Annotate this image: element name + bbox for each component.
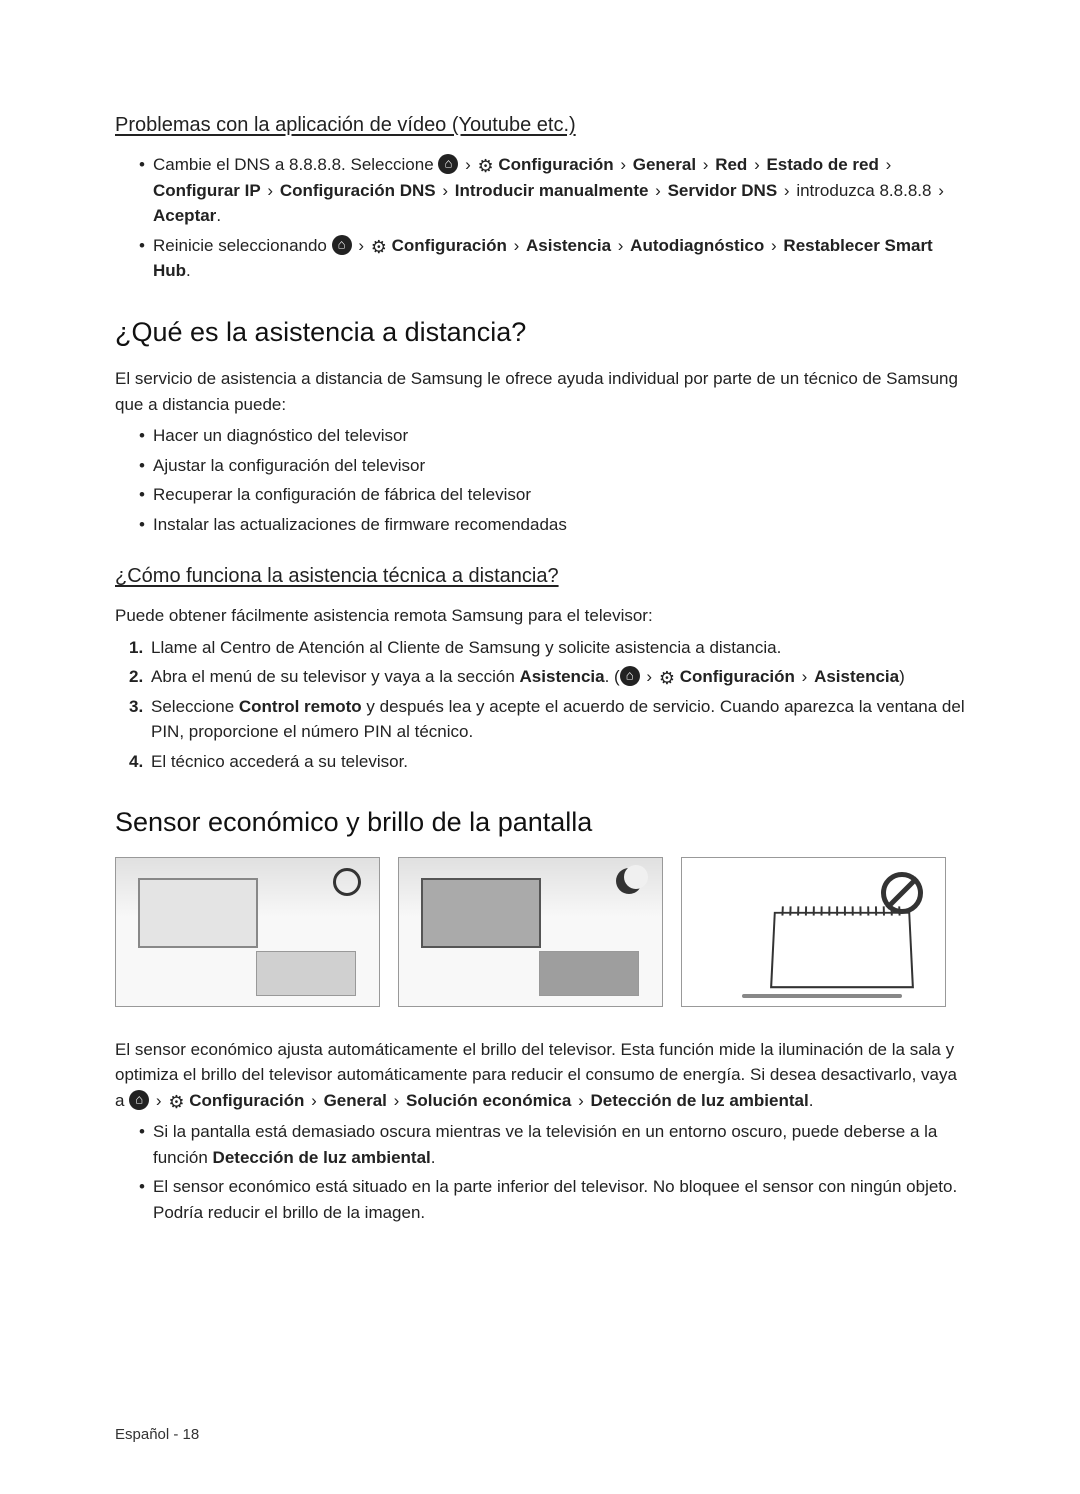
text-bold: Detección de luz ambiental	[213, 1148, 431, 1167]
text-bold: Asistencia	[520, 667, 605, 686]
path-segment: Aceptar	[153, 206, 216, 225]
step-item: El técnico accederá a su televisor.	[129, 749, 965, 775]
path-segment: Introducir manualmente	[455, 181, 649, 200]
home-icon	[332, 235, 352, 255]
figure-bright-room	[115, 857, 380, 1007]
separator: ›	[356, 236, 366, 255]
step-item: Abra el menú de su televisor y vaya a la…	[129, 664, 965, 690]
list-item: Cambie el DNS a 8.8.8.8. Seleccione › ⚙ …	[139, 152, 965, 229]
step-item: Seleccione Control remoto y después lea …	[129, 694, 965, 745]
heading-remote-assistance: ¿Qué es la asistencia a distancia?	[115, 312, 965, 353]
text: Seleccione	[151, 697, 239, 716]
separator: ›	[884, 155, 894, 174]
path-segment: Autodiagnóstico	[630, 236, 764, 255]
path-segment: Configuración	[189, 1091, 304, 1110]
paragraph: El servicio de asistencia a distancia de…	[115, 366, 965, 417]
gear-icon: ⚙	[371, 238, 387, 256]
list-eco-notes: Si la pantalla está demasiado oscura mie…	[115, 1119, 965, 1225]
separator: ›	[752, 155, 762, 174]
path-segment: Servidor DNS	[668, 181, 778, 200]
path-segment: General	[324, 1091, 387, 1110]
list-item: Si la pantalla está demasiado oscura mie…	[139, 1119, 965, 1170]
gear-icon: ⚙	[659, 669, 675, 687]
calendar-illustration	[770, 911, 914, 987]
section-remote-assistance: ¿Qué es la asistencia a distancia? El se…	[115, 312, 965, 538]
list-item: Instalar las actualizaciones de firmware…	[139, 512, 965, 538]
path-segment: Asistencia	[526, 236, 611, 255]
text: Reinicie seleccionando	[153, 236, 332, 255]
separator: ›	[800, 667, 810, 686]
separator: ›	[463, 155, 473, 174]
moon-icon	[616, 868, 642, 894]
home-icon	[620, 666, 640, 686]
list-item: Reinicie seleccionando › ⚙ Configuración…	[139, 233, 965, 284]
page-footer: Español - 18	[115, 1424, 199, 1447]
figure-dark-room	[398, 857, 663, 1007]
separator: ›	[392, 1091, 402, 1110]
list-remote-assistance: Hacer un diagnóstico del televisor Ajust…	[115, 423, 965, 537]
separator: ›	[576, 1091, 586, 1110]
pencil-illustration	[742, 994, 902, 998]
path-segment: Configuración	[680, 667, 795, 686]
sun-icon	[333, 868, 361, 896]
heading-video-problems: Problemas con la aplicación de vídeo (Yo…	[115, 110, 965, 140]
list-item: El sensor económico está situado en la p…	[139, 1174, 965, 1225]
heading-how-remote: ¿Cómo funciona la asistencia técnica a d…	[115, 561, 965, 591]
text: introduzca 8.8.8.8	[796, 181, 931, 200]
paragraph: Puede obtener fácilmente asistencia remo…	[115, 603, 965, 629]
path-segment: Asistencia	[814, 667, 899, 686]
paragraph: El sensor económico ajusta automáticamen…	[115, 1037, 965, 1114]
figure-row	[115, 857, 965, 1007]
home-icon	[438, 154, 458, 174]
list-item: Recuperar la configuración de fábrica de…	[139, 482, 965, 508]
section-how-remote-works: ¿Cómo funciona la asistencia técnica a d…	[115, 561, 965, 774]
path-segment: Estado de red	[766, 155, 878, 174]
separator: ›	[265, 181, 275, 200]
home-icon	[129, 1090, 149, 1110]
path-segment: Red	[715, 155, 747, 174]
list-item: Ajustar la configuración del televisor	[139, 453, 965, 479]
separator: ›	[782, 181, 792, 200]
figure-do-not-block	[681, 857, 946, 1007]
path-segment: Configuración	[498, 155, 613, 174]
path-segment: General	[633, 155, 696, 174]
separator: ›	[154, 1091, 164, 1110]
section-video-app-problems: Problemas con la aplicación de vídeo (Yo…	[115, 110, 965, 284]
gear-icon: ⚙	[478, 157, 494, 175]
separator: ›	[701, 155, 711, 174]
path-segment: Solución económica	[406, 1091, 571, 1110]
text: )	[899, 667, 905, 686]
step-item: Llame al Centro de Atención al Cliente d…	[129, 635, 965, 661]
separator: ›	[936, 181, 946, 200]
list-video-problems: Cambie el DNS a 8.8.8.8. Seleccione › ⚙ …	[115, 152, 965, 284]
separator: ›	[309, 1091, 319, 1110]
list-item: Hacer un diagnóstico del televisor	[139, 423, 965, 449]
gear-icon: ⚙	[168, 1093, 184, 1111]
section-eco-sensor: Sensor económico y brillo de la pantalla…	[115, 802, 965, 1225]
separator: ›	[616, 236, 626, 255]
separator: ›	[769, 236, 779, 255]
text: . (	[605, 667, 620, 686]
text-bold: Control remoto	[239, 697, 362, 716]
path-segment: Configurar IP	[153, 181, 261, 200]
separator: ›	[653, 181, 663, 200]
separator: ›	[644, 667, 654, 686]
path-segment: Configuración	[392, 236, 507, 255]
separator: ›	[440, 181, 450, 200]
path-segment: Detección de luz ambiental	[590, 1091, 808, 1110]
text: Cambie el DNS a 8.8.8.8. Seleccione	[153, 155, 438, 174]
heading-eco-sensor: Sensor económico y brillo de la pantalla	[115, 802, 965, 843]
path-segment: Configuración DNS	[280, 181, 436, 200]
steps-list: Llame al Centro de Atención al Cliente d…	[115, 635, 965, 775]
separator: ›	[512, 236, 522, 255]
text: Abra el menú de su televisor y vaya a la…	[151, 667, 520, 686]
separator: ›	[618, 155, 628, 174]
